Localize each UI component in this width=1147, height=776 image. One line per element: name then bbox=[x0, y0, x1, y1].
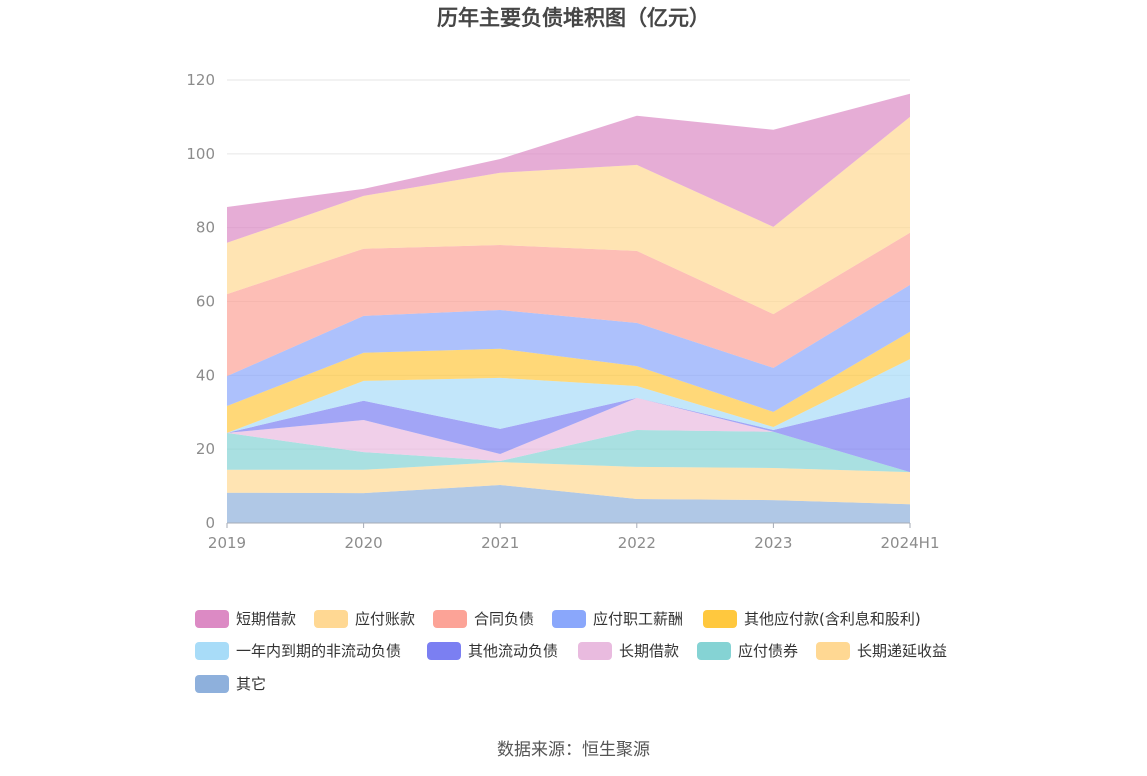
legend-swatch bbox=[552, 610, 586, 628]
area-contract-liabilities[interactable] bbox=[227, 232, 910, 377]
legend-swatch bbox=[195, 610, 229, 628]
legend-item-contract-liabilities[interactable]: 合同负债 bbox=[433, 610, 534, 628]
area-long-term-loans[interactable] bbox=[227, 397, 910, 473]
y-tick-label: 100 bbox=[186, 145, 215, 163]
legend-swatch bbox=[433, 610, 467, 628]
legend-label: 其它 bbox=[236, 675, 267, 693]
legend-label: 其他应付款(含利息和股利) bbox=[744, 610, 921, 628]
legend-label: 应付职工薪酬 bbox=[593, 610, 684, 628]
stacked-area-chart: 0 20 40 60 80 100 120 2019 2020 2021 2022 2023 2024H… bbox=[186, 71, 939, 552]
y-tick-label: 80 bbox=[196, 219, 215, 237]
area-bonds-payable[interactable] bbox=[227, 430, 910, 473]
legend-item-other-current-liabilities[interactable]: 其他流动负债 bbox=[427, 642, 558, 660]
legend-item-others[interactable]: 其它 bbox=[195, 675, 266, 693]
legend-item-accounts-payable[interactable]: 应付账款 bbox=[314, 610, 415, 628]
legend-label: 应付账款 bbox=[355, 610, 416, 628]
legend-item-current-portion-noncurrent-liabilities[interactable]: 一年内到期的非流动负债 bbox=[195, 642, 401, 660]
x-tick-label: 2020 bbox=[345, 534, 383, 552]
legend-swatch bbox=[703, 610, 737, 628]
legend-item-long-term-deferred-income[interactable]: 长期递延收益 bbox=[816, 642, 947, 660]
legend-label: 长期借款 bbox=[619, 642, 680, 660]
legend-swatch bbox=[578, 642, 612, 660]
data-source-note: 数据来源：恒生聚源 bbox=[497, 740, 650, 760]
legend-swatch bbox=[427, 642, 461, 660]
x-tick-label: 2023 bbox=[754, 534, 792, 552]
area-long-term-deferred-income[interactable] bbox=[227, 462, 910, 505]
legend-item-long-term-loans[interactable]: 长期借款 bbox=[578, 642, 679, 660]
y-tick-label: 20 bbox=[196, 440, 215, 458]
x-tick-label: 2019 bbox=[208, 534, 246, 552]
legend-swatch bbox=[195, 642, 229, 660]
legend-label: 一年内到期的非流动负债 bbox=[236, 642, 402, 660]
x-tick-label: 2022 bbox=[618, 534, 656, 552]
legend-label: 其他流动负债 bbox=[468, 642, 559, 660]
x-tick-label: 2021 bbox=[481, 534, 519, 552]
area-current-portion-noncurrent-liabilities[interactable] bbox=[227, 359, 910, 433]
legend-swatch bbox=[697, 642, 731, 660]
legend-swatch bbox=[816, 642, 850, 660]
area-employee-payroll-payable[interactable] bbox=[227, 284, 910, 412]
legend-label: 短期借款 bbox=[236, 610, 297, 628]
y-tick-label: 0 bbox=[205, 514, 215, 532]
legend-item-other-payables[interactable]: 其他应付款(含利息和股利) bbox=[703, 610, 921, 628]
legend-item-short-term-loans[interactable]: 短期借款 bbox=[195, 610, 296, 628]
stacked-areas bbox=[227, 93, 910, 523]
area-short-term-loans[interactable] bbox=[227, 93, 910, 243]
area-other-payables[interactable] bbox=[227, 331, 910, 433]
legend-item-bonds-payable[interactable]: 应付债券 bbox=[697, 642, 798, 660]
legend-label: 长期递延收益 bbox=[857, 642, 948, 660]
y-tick-label: 60 bbox=[196, 293, 215, 311]
area-other-current-liabilities[interactable] bbox=[227, 397, 910, 473]
area-accounts-payable[interactable] bbox=[227, 116, 910, 315]
axes: 0 20 40 60 80 100 120 2019 2020 2021 2022 2023 2024H… bbox=[186, 71, 939, 552]
legend-swatch bbox=[314, 610, 348, 628]
legend-label: 合同负债 bbox=[474, 610, 535, 628]
chart-title: 历年主要负债堆积图（亿元） bbox=[437, 6, 710, 30]
x-tick-label: 2024H1 bbox=[881, 534, 940, 552]
legend-label: 应付债券 bbox=[738, 642, 799, 660]
y-tick-label: 40 bbox=[196, 366, 215, 384]
y-tick-label: 120 bbox=[186, 71, 215, 89]
legend-item-employee-payroll-payable[interactable]: 应付职工薪酬 bbox=[552, 610, 683, 628]
legend-swatch bbox=[195, 675, 229, 693]
area-others[interactable] bbox=[227, 485, 910, 523]
